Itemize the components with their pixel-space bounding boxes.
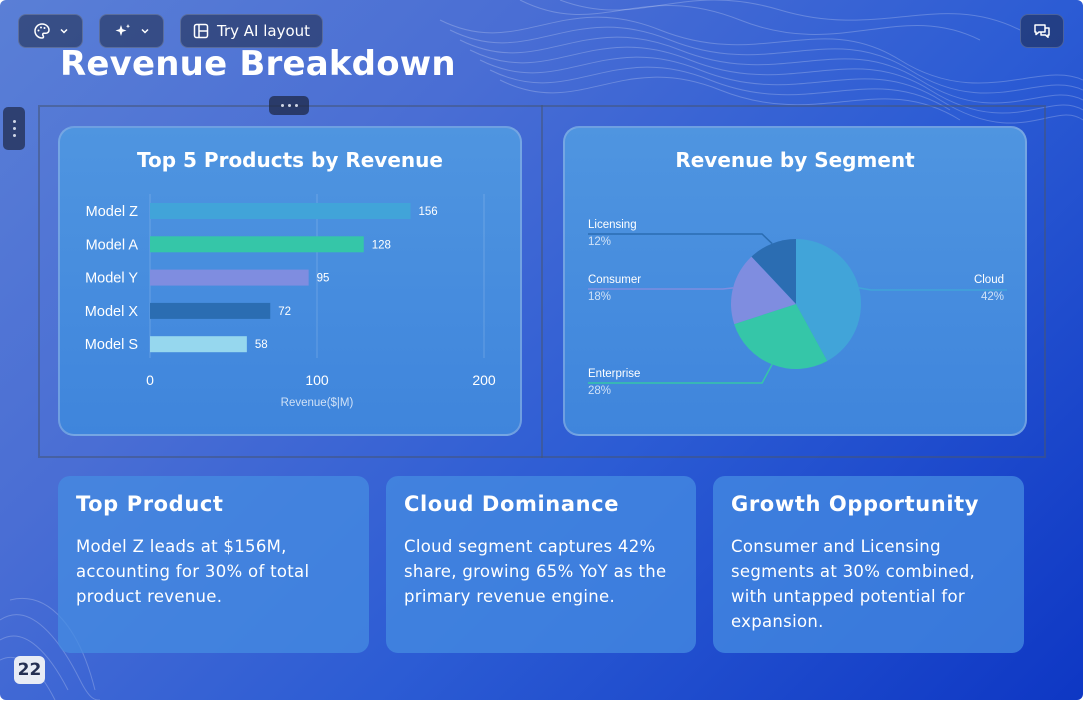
chat-icon: [1034, 24, 1050, 38]
insight-title: Cloud Dominance: [404, 492, 620, 516]
pie-chart: Cloud 42% Enterprise 28% Consumer 18% Licensin…: [588, 219, 1007, 397]
insight-text: Cloud segment captures 42% share, growin…: [404, 537, 667, 606]
insight-card-cloud-dominance[interactable]: Cloud Dominance Cloud segment captures 4…: [386, 476, 696, 653]
pie-leader-line: [858, 287, 1007, 291]
x-tick-label: 0: [146, 372, 154, 388]
pie-chart-card[interactable]: Revenue by Segment Cloud 42% Enterprise 28%…: [563, 126, 1027, 436]
try-ai-layout-button[interactable]: Try AI layout: [180, 14, 323, 48]
insight-card-growth-opportunity[interactable]: Growth Opportunity Consumer and Licensin…: [713, 476, 1024, 653]
pie-slice-label: Enterprise: [588, 368, 640, 380]
pie-slice: [734, 304, 828, 369]
palette-icon: [33, 23, 50, 39]
bar-category-label: Model A: [86, 237, 139, 253]
pie-slice: [751, 239, 796, 304]
sparkles-icon: [115, 24, 130, 36]
bar: [150, 336, 247, 353]
bar: [150, 269, 309, 286]
pie-leader-line: [588, 233, 773, 245]
bar-category-label: Model X: [85, 304, 139, 320]
chevron-down-icon: [140, 28, 149, 34]
comments-button[interactable]: [1020, 14, 1064, 48]
pie-slice: [731, 256, 796, 325]
layout-icon: [193, 23, 209, 39]
theme-dropdown-button[interactable]: [18, 14, 83, 48]
insight-text: Consumer and Licensing segments at 30% c…: [731, 537, 976, 631]
pie-slice: [796, 239, 861, 361]
try-ai-layout-label: Try AI layout: [216, 22, 311, 40]
bar-chart: Model Z 156 Model A 128 Model Y 95 Model X 72 Mo…: [85, 194, 496, 409]
bar-value-label: 95: [317, 273, 330, 285]
x-axis-label: Revenue($|M): [281, 397, 354, 409]
pie-slice-percent: 18%: [588, 291, 611, 303]
insight-card-top-product[interactable]: Top Product Model Z leads at $156M, acco…: [58, 476, 369, 653]
ai-dropdown-button[interactable]: [99, 14, 164, 48]
top-drag-handle[interactable]: [269, 96, 309, 115]
pie-slice-percent: 28%: [588, 385, 611, 397]
pie-chart-title: Revenue by Segment: [675, 148, 915, 172]
pie-slice-percent: 42%: [981, 291, 1004, 303]
bar-chart-title: Top 5 Products by Revenue: [137, 148, 443, 172]
pie-leader-line: [588, 287, 734, 290]
insight-text: Model Z leads at $156M, accounting for 3…: [76, 537, 310, 606]
insight-title: Top Product: [76, 492, 224, 516]
pie-leader-line: [588, 364, 773, 384]
bar: [150, 302, 271, 319]
x-tick-label: 200: [472, 372, 496, 388]
bar: [150, 203, 411, 219]
bar-value-label: 58: [255, 339, 268, 351]
pie-slice-percent: 12%: [588, 236, 611, 248]
selection-divider: [541, 105, 543, 458]
bar-value-label: 72: [278, 306, 291, 318]
pie-slice-label: Cloud: [974, 274, 1004, 286]
bar-category-label: Model Z: [86, 204, 139, 220]
pie-slice-label: Licensing: [588, 219, 637, 231]
bar-category-label: Model Y: [85, 271, 138, 287]
page-number-badge: 22: [14, 656, 45, 684]
bar-value-label: 128: [372, 239, 391, 251]
bar: [150, 236, 364, 253]
x-tick-label: 100: [305, 372, 329, 388]
insight-title: Growth Opportunity: [731, 492, 980, 516]
bar-value-label: 156: [419, 206, 438, 218]
slide-title[interactable]: Revenue Breakdown: [60, 44, 456, 84]
side-drag-handle[interactable]: [3, 107, 25, 150]
pie-slice-label: Consumer: [588, 274, 641, 286]
chevron-down-icon: [59, 28, 68, 34]
bar-chart-card[interactable]: Top 5 Products by Revenue Model Z 156 Mode…: [58, 126, 522, 436]
bar-category-label: Model S: [85, 337, 138, 353]
